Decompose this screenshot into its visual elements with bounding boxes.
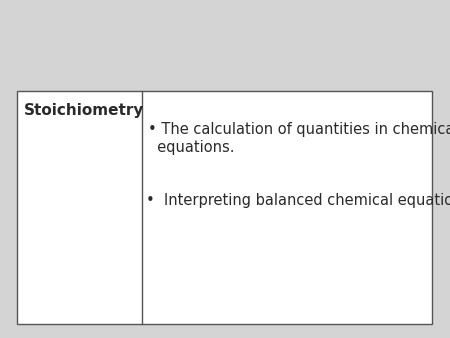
Text: •  Interpreting balanced chemical equations: • Interpreting balanced chemical equatio…: [146, 193, 450, 208]
Text: Stoichiometry: Stoichiometry: [23, 103, 144, 118]
Text: • The calculation of quantities in chemical
  equations.: • The calculation of quantities in chemi…: [148, 122, 450, 155]
FancyBboxPatch shape: [17, 91, 432, 324]
